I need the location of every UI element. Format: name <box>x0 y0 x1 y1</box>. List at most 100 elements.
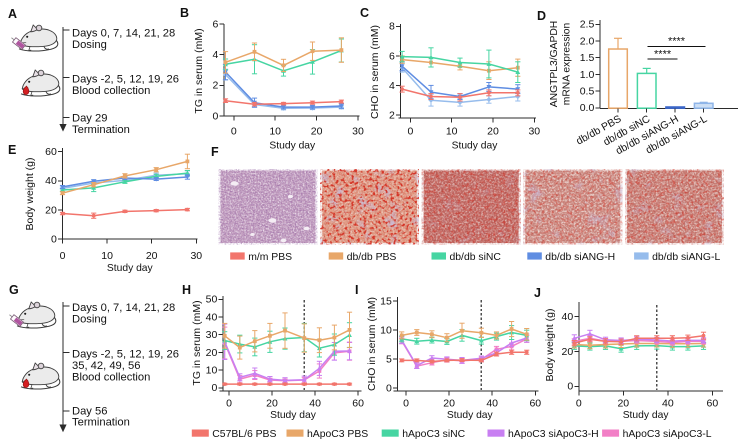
svg-text:Study day: Study day <box>623 410 670 421</box>
svg-text:0: 0 <box>51 233 57 245</box>
svg-text:60: 60 <box>352 398 364 410</box>
svg-text:I: I <box>355 283 358 297</box>
svg-text:Day 29: Day 29 <box>72 113 107 125</box>
svg-text:10: 10 <box>206 365 218 377</box>
svg-text:****: **** <box>668 36 686 48</box>
svg-text:Days 0, 7, 14, 21, 28: Days 0, 7, 14, 21, 28 <box>72 28 175 40</box>
svg-text:20: 20 <box>443 398 455 410</box>
svg-text:Blood collection: Blood collection <box>72 85 150 97</box>
svg-text:40: 40 <box>309 398 321 410</box>
svg-text:CHO in serum (mM): CHO in serum (mM) <box>369 25 381 119</box>
svg-text:20: 20 <box>487 125 499 137</box>
svg-text:Blood collection: Blood collection <box>72 371 150 383</box>
svg-text:db/db siNC: db/db siNC <box>450 252 502 263</box>
svg-text:2.0: 2.0 <box>580 35 595 47</box>
svg-text:10: 10 <box>446 125 458 137</box>
svg-text:10: 10 <box>269 125 281 137</box>
svg-text:35, 42, 49, 56: 35, 42, 49, 56 <box>72 360 140 372</box>
svg-text:db/db siANG-L: db/db siANG-L <box>652 252 720 263</box>
svg-text:Dosing: Dosing <box>72 313 107 325</box>
svg-text:40: 40 <box>206 311 218 323</box>
svg-text:40: 40 <box>562 311 574 323</box>
svg-text:db/db siANG-H: db/db siANG-H <box>545 252 615 263</box>
svg-text:20: 20 <box>562 346 574 358</box>
svg-text:30: 30 <box>528 125 540 137</box>
svg-text:5: 5 <box>386 354 392 366</box>
svg-text:6: 6 <box>212 18 218 30</box>
svg-text:D: D <box>537 9 546 23</box>
svg-text:2: 2 <box>212 80 218 92</box>
svg-text:50: 50 <box>206 294 218 306</box>
svg-text:Study day: Study day <box>269 140 316 151</box>
svg-text:0: 0 <box>211 382 217 394</box>
svg-text:60: 60 <box>529 398 541 410</box>
svg-text:10: 10 <box>101 250 113 262</box>
svg-text:Days 0, 7, 14, 21, 28: Days 0, 7, 14, 21, 28 <box>72 302 175 314</box>
svg-text:8: 8 <box>389 21 395 33</box>
svg-text:hApoC3 siApoC3-H: hApoC3 siApoC3-H <box>508 429 599 440</box>
svg-text:40: 40 <box>486 398 498 410</box>
svg-text:Day 56: Day 56 <box>72 405 107 417</box>
svg-text:Dosing: Dosing <box>72 39 107 51</box>
svg-text:0: 0 <box>226 398 232 410</box>
svg-text:10: 10 <box>380 325 392 337</box>
svg-text:40: 40 <box>662 398 674 410</box>
svg-text:30: 30 <box>190 250 202 262</box>
svg-text:H: H <box>182 283 191 297</box>
svg-text:1.5: 1.5 <box>580 52 595 64</box>
svg-text:A: A <box>8 7 17 21</box>
svg-text:2.5: 2.5 <box>580 19 595 31</box>
svg-text:****: **** <box>654 48 672 60</box>
svg-text:hApoC3 siApoC3-L: hApoC3 siApoC3-L <box>623 429 712 440</box>
svg-text:Days -2, 5, 12, 19, 26: Days -2, 5, 12, 19, 26 <box>72 74 179 86</box>
svg-text:0: 0 <box>576 398 582 410</box>
svg-text:40: 40 <box>45 175 57 187</box>
svg-text:1.0: 1.0 <box>580 69 595 81</box>
svg-text:30: 30 <box>352 125 364 137</box>
svg-text:20: 20 <box>146 250 158 262</box>
svg-text:G: G <box>9 283 19 297</box>
svg-text:20: 20 <box>311 125 323 137</box>
svg-text:Study day: Study day <box>107 263 154 274</box>
svg-text:Termination: Termination <box>72 417 130 429</box>
svg-text:0: 0 <box>60 250 66 262</box>
svg-text:60: 60 <box>707 398 719 410</box>
svg-text:0: 0 <box>567 381 573 393</box>
svg-text:4: 4 <box>389 80 395 92</box>
svg-text:Days -2, 5, 12, 19, 26: Days -2, 5, 12, 19, 26 <box>72 349 179 361</box>
svg-text:E: E <box>8 143 16 157</box>
svg-text:0: 0 <box>386 383 392 395</box>
svg-text:Study day: Study day <box>447 410 494 421</box>
svg-text:Termination: Termination <box>72 124 130 136</box>
svg-text:20: 20 <box>266 398 278 410</box>
svg-text:TG in serum (mM): TG in serum (mM) <box>191 300 203 385</box>
svg-text:TG in serum (mM): TG in serum (mM) <box>193 28 205 113</box>
svg-text:Study day: Study day <box>270 410 317 421</box>
svg-text:B: B <box>180 6 189 20</box>
svg-text:CHO in serum (mM): CHO in serum (mM) <box>366 297 378 391</box>
svg-text:0: 0 <box>407 125 413 137</box>
svg-text:C57BL/6 PBS: C57BL/6 PBS <box>212 429 276 440</box>
svg-text:0: 0 <box>212 110 218 122</box>
svg-text:15: 15 <box>380 296 392 308</box>
svg-text:hApoC3 siNC: hApoC3 siNC <box>402 429 465 440</box>
svg-text:C: C <box>360 6 369 20</box>
svg-text:4: 4 <box>212 49 218 61</box>
svg-text:F: F <box>211 145 219 159</box>
svg-text:0.0: 0.0 <box>580 102 595 114</box>
svg-text:J: J <box>534 286 541 300</box>
svg-text:hApoC3 PBS: hApoC3 PBS <box>307 429 368 440</box>
svg-text:Body weight (g): Body weight (g) <box>544 309 556 382</box>
svg-text:30: 30 <box>206 329 218 341</box>
svg-text:2: 2 <box>389 109 395 121</box>
svg-text:mRNA expression: mRNA expression <box>562 23 573 106</box>
svg-text:20: 20 <box>45 204 57 216</box>
svg-text:0.5: 0.5 <box>580 86 595 98</box>
svg-text:6: 6 <box>389 50 395 62</box>
svg-text:60: 60 <box>45 146 57 158</box>
svg-text:m/m PBS: m/m PBS <box>248 252 292 263</box>
svg-text:0: 0 <box>231 125 237 137</box>
svg-text:Study day: Study day <box>452 140 499 151</box>
svg-text:20: 20 <box>617 398 629 410</box>
svg-text:0: 0 <box>403 398 409 410</box>
